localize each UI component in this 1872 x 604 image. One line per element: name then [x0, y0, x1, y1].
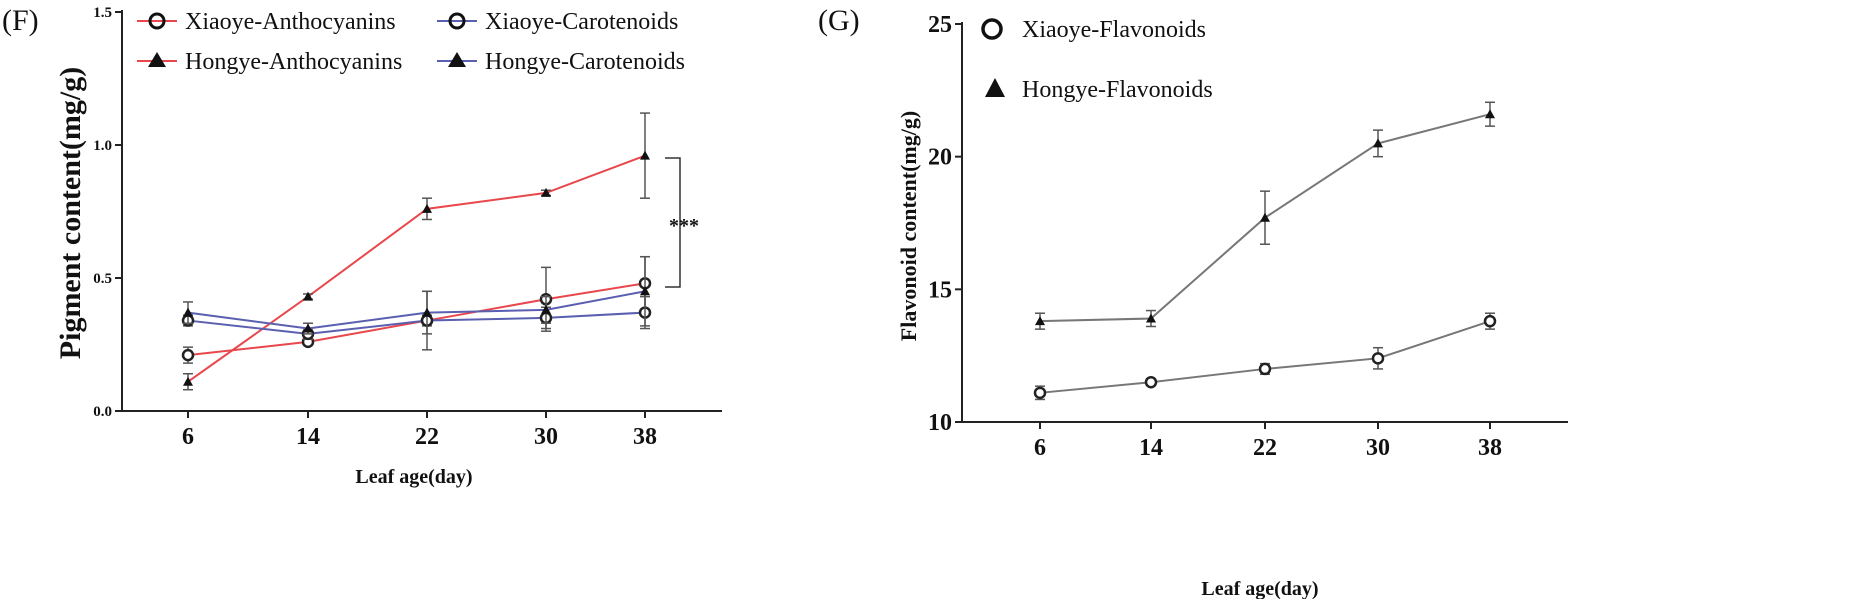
legend-marker-xiaoye-carotenoids — [448, 12, 466, 30]
legend-marker-xiaoye-flavonoids — [981, 18, 1003, 40]
axes-g: 10 15 20 25 6 14 22 30 38 — [928, 12, 1568, 461]
data-point — [1373, 138, 1383, 148]
chart-panel-g: (G) Xiaoye-Flavonoids Hongye-Flavonoids … — [818, 4, 1568, 600]
data-point — [1371, 352, 1385, 365]
data-point — [1260, 212, 1270, 222]
legend-label-hongye-flavonoids: Hongye-Flavonoids — [1022, 77, 1213, 103]
bracket-line — [665, 157, 681, 288]
panel-label-f: (F) — [2, 4, 39, 37]
significance-stars: *** — [669, 215, 699, 237]
data-point — [1485, 109, 1495, 119]
y-tick-label: 0.5 — [93, 271, 112, 287]
data-point — [1035, 316, 1045, 326]
data-point — [183, 376, 193, 386]
chart-panel-f: (F) Xiaoye-Anthocyanins Hongye-Anthocyan… — [2, 4, 722, 488]
data-point — [640, 286, 650, 296]
x-tick-label: 30 — [534, 424, 558, 450]
y-tick-label: 1.5 — [93, 5, 112, 21]
y-tick-label: 25 — [928, 12, 952, 38]
x-tick-label: 30 — [1366, 435, 1390, 461]
x-tick-label: 38 — [633, 424, 657, 450]
y-tick-label: 1.0 — [93, 138, 112, 154]
data-point — [541, 304, 551, 314]
data-point — [1144, 375, 1158, 389]
legend-label-xiaoye-carotenoids: Xiaoye-Carotenoids — [485, 9, 678, 35]
x-tick-label: 14 — [1139, 435, 1163, 461]
legend-label-xiaoye-anthocyanins: Xiaoye-Anthocyanins — [185, 9, 396, 35]
legend-label-hongye-anthocyanins: Hongye-Anthocyanins — [185, 49, 402, 75]
x-axis-title-g: Leaf age(day) — [1201, 578, 1318, 599]
series-f — [181, 112, 652, 391]
x-tick-label: 38 — [1478, 435, 1502, 461]
data-point — [1483, 314, 1497, 328]
significance-bracket-f: *** — [665, 157, 699, 288]
legend-marker-hongye-flavonoids — [985, 78, 1005, 97]
x-tick-label: 6 — [182, 424, 194, 450]
legend-marker-hongye-carotenoids — [448, 52, 466, 67]
x-tick-label: 22 — [415, 424, 439, 450]
data-point — [640, 150, 650, 160]
y-tick-label: 0.0 — [93, 404, 112, 420]
data-point — [183, 307, 193, 317]
y-tick-label: 20 — [928, 145, 952, 171]
data-point — [422, 203, 432, 213]
y-tick-label: 15 — [928, 277, 952, 303]
y-axis-title-g: Flavonoid content(mg/g) — [896, 111, 921, 341]
legend-marker-hongye-anthocyanins — [148, 52, 166, 67]
series-g — [1033, 101, 1497, 401]
x-tick-label: 22 — [1253, 435, 1277, 461]
data-point — [1033, 386, 1047, 400]
legend-label-xiaoye-flavonoids: Xiaoye-Flavonoids — [1022, 17, 1206, 43]
y-axis-title-f: Pigment content(mg/g) — [54, 67, 87, 359]
data-point — [541, 187, 551, 197]
legend-f: Xiaoye-Anthocyanins Hongye-Anthocyanins … — [137, 9, 685, 75]
data-point — [303, 323, 313, 333]
panel-label-g: (G) — [818, 4, 860, 37]
legend-marker-xiaoye-anthocyanins — [148, 12, 166, 30]
axes-f: 0.0 0.5 1.0 1.5 6 14 22 30 38 — [93, 5, 722, 450]
legend-g: Xiaoye-Flavonoids Hongye-Flavonoids — [981, 17, 1213, 103]
x-tick-label: 6 — [1034, 435, 1046, 461]
legend-label-hongye-carotenoids: Hongye-Carotenoids — [485, 49, 685, 75]
data-point — [1258, 362, 1272, 376]
x-axis-title-f: Leaf age(day) — [355, 466, 472, 488]
data-point — [303, 291, 313, 301]
y-tick-label: 10 — [928, 410, 952, 436]
series-line-xiaoye-anthocyanins — [187, 282, 646, 357]
x-tick-label: 14 — [296, 424, 320, 450]
series-line-xiaoye-flavonoids — [1039, 320, 1491, 394]
data-point — [422, 307, 432, 317]
data-point — [181, 348, 195, 362]
data-point — [1146, 313, 1156, 323]
